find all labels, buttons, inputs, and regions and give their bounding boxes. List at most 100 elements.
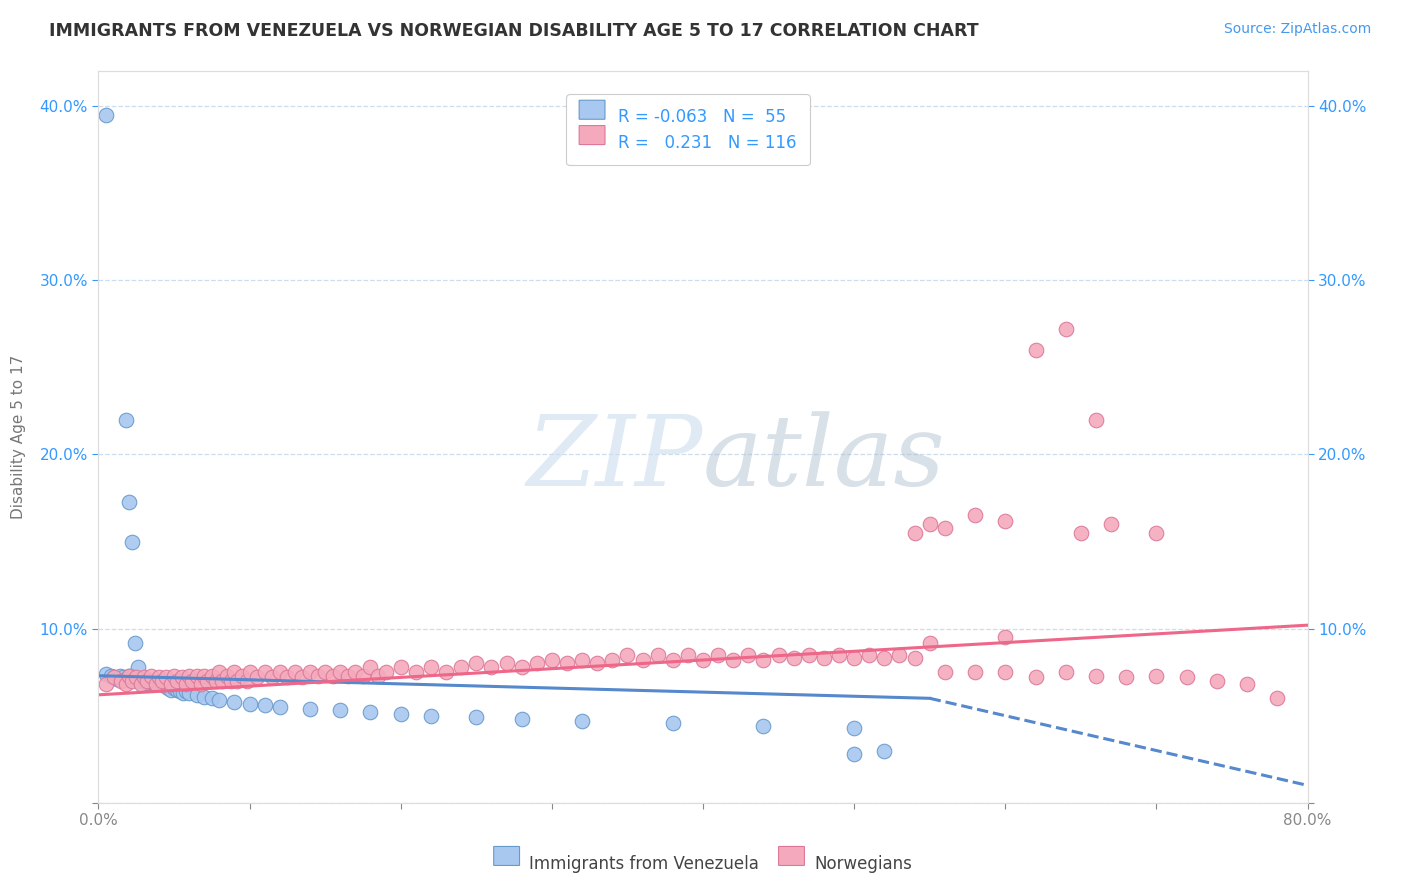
- Point: [253, 698, 276, 713]
- Point: [389, 706, 412, 721]
- Point: [172, 686, 194, 700]
- Point: [661, 653, 683, 667]
- Point: [148, 675, 170, 690]
- Point: [344, 665, 367, 680]
- Point: [169, 684, 191, 698]
- Point: [100, 668, 122, 682]
- Point: [179, 686, 201, 700]
- Point: [94, 677, 117, 691]
- Point: [170, 670, 193, 684]
- Point: [239, 697, 262, 711]
- Point: [132, 670, 155, 684]
- Point: [142, 675, 165, 690]
- Point: [374, 665, 396, 680]
- Point: [858, 648, 880, 662]
- Point: [797, 648, 820, 662]
- Point: [1115, 670, 1137, 684]
- Point: [121, 670, 143, 684]
- Point: [904, 525, 927, 540]
- Point: [269, 700, 291, 714]
- Point: [918, 635, 941, 649]
- Text: atlas: atlas: [703, 411, 946, 507]
- Point: [1144, 525, 1167, 540]
- Point: [1085, 668, 1108, 682]
- Point: [602, 653, 624, 667]
- Point: [367, 668, 389, 682]
- Point: [195, 673, 218, 688]
- Point: [186, 668, 208, 682]
- Point: [360, 660, 382, 674]
- Point: [1085, 412, 1108, 426]
- Point: [284, 665, 307, 680]
- Point: [768, 648, 790, 662]
- Point: [132, 673, 155, 688]
- Point: [145, 677, 167, 691]
- Point: [299, 665, 322, 680]
- Point: [1024, 343, 1046, 357]
- Point: [201, 668, 224, 682]
- Point: [253, 665, 276, 680]
- Point: [153, 679, 176, 693]
- Point: [94, 108, 117, 122]
- Point: [994, 665, 1017, 680]
- Point: [103, 670, 125, 684]
- Point: [135, 673, 157, 688]
- Point: [148, 670, 170, 684]
- Point: [934, 665, 956, 680]
- Point: [121, 534, 143, 549]
- Point: [163, 668, 186, 682]
- Point: [276, 670, 298, 684]
- Point: [114, 412, 136, 426]
- Point: [1206, 673, 1229, 688]
- Point: [205, 673, 228, 688]
- Point: [873, 743, 896, 757]
- Point: [676, 648, 699, 662]
- Point: [166, 673, 188, 688]
- Point: [174, 684, 197, 698]
- Point: [211, 673, 233, 688]
- Point: [1054, 322, 1077, 336]
- Point: [246, 670, 269, 684]
- Point: [186, 688, 208, 702]
- Text: Source: ZipAtlas.com: Source: ZipAtlas.com: [1223, 22, 1371, 37]
- Point: [110, 673, 132, 688]
- Point: [965, 508, 987, 523]
- Point: [571, 714, 593, 728]
- Point: [1144, 668, 1167, 682]
- Point: [1267, 691, 1289, 706]
- Point: [105, 672, 128, 686]
- Point: [692, 653, 714, 667]
- Point: [420, 708, 443, 723]
- Point: [239, 665, 262, 680]
- Point: [465, 710, 488, 724]
- Legend: Immigrants from Venezuela, Norwegians: Immigrants from Venezuela, Norwegians: [488, 847, 918, 880]
- Point: [918, 517, 941, 532]
- Point: [174, 677, 197, 691]
- Point: [163, 681, 186, 695]
- Point: [1175, 670, 1198, 684]
- Point: [465, 657, 488, 671]
- Point: [360, 705, 382, 719]
- Point: [94, 667, 117, 681]
- Point: [193, 690, 215, 704]
- Point: [307, 668, 329, 682]
- Point: [540, 653, 562, 667]
- Point: [114, 672, 136, 686]
- Point: [510, 712, 533, 726]
- Point: [314, 665, 336, 680]
- Point: [661, 715, 683, 730]
- Point: [647, 648, 669, 662]
- Point: [226, 673, 249, 688]
- Point: [150, 677, 173, 691]
- Point: [160, 677, 183, 691]
- Point: [179, 668, 201, 682]
- Point: [450, 660, 472, 674]
- Point: [127, 673, 149, 688]
- Point: [150, 673, 173, 688]
- Point: [934, 521, 956, 535]
- Point: [118, 668, 141, 682]
- Point: [181, 673, 204, 688]
- Text: ZIP: ZIP: [527, 411, 703, 507]
- Point: [190, 677, 212, 691]
- Point: [329, 704, 352, 718]
